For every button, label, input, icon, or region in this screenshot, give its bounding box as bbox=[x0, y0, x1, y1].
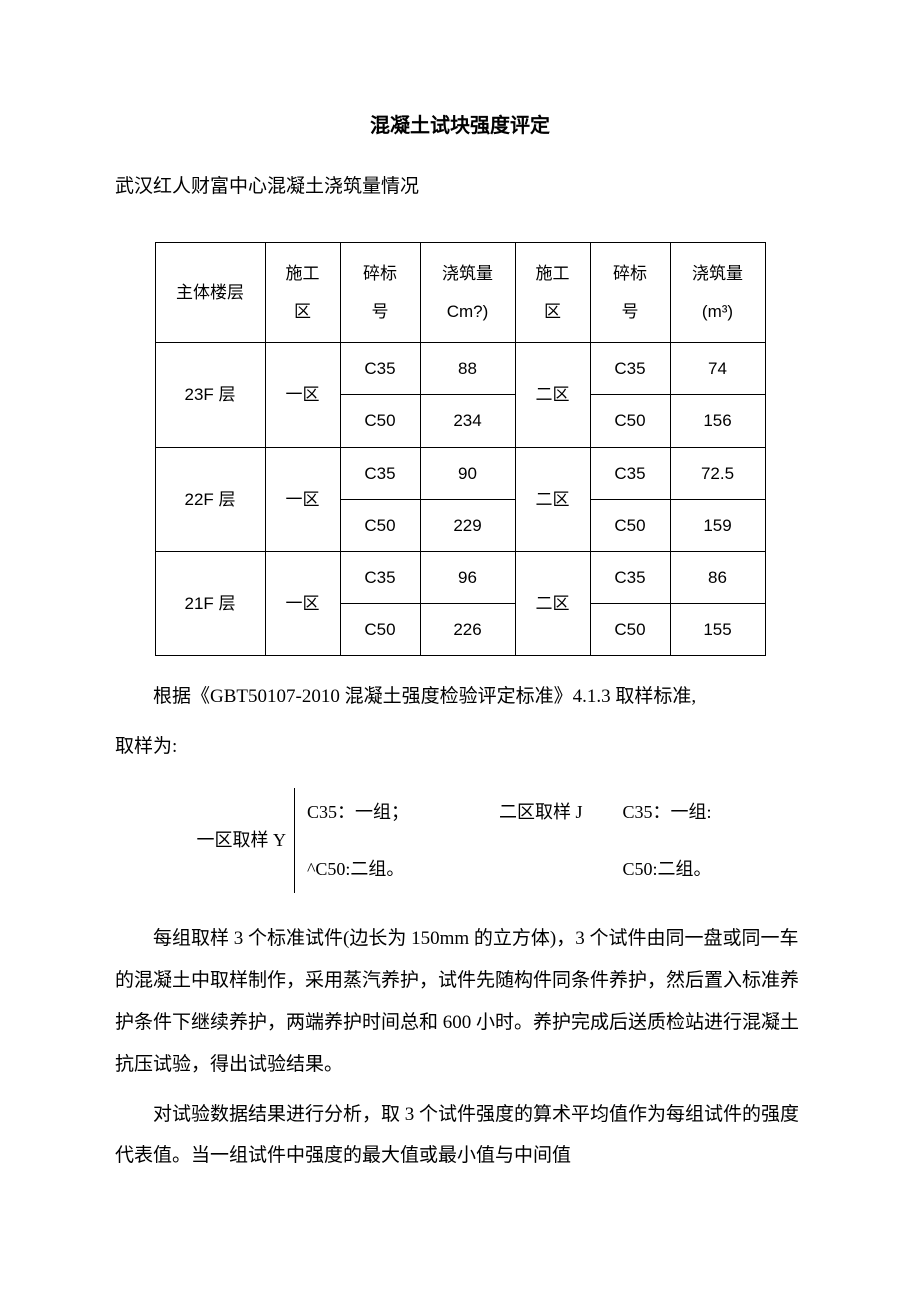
document-title: 混凝土试块强度评定 bbox=[115, 110, 805, 142]
sampling-c50-z2: C50:二组。 bbox=[623, 855, 712, 884]
cell-value: 229 bbox=[420, 499, 515, 551]
cell-value: 159 bbox=[670, 499, 765, 551]
cell-value: 156 bbox=[670, 395, 765, 447]
cell-value: 90 bbox=[420, 447, 515, 499]
sampling-zone2-label: 二区取样 J bbox=[409, 798, 623, 827]
col-zone1: 施工区 bbox=[265, 243, 340, 343]
cell-grade: C50 bbox=[590, 604, 670, 656]
hdr-text: 碎标 bbox=[613, 264, 647, 283]
hdr-text: 碎标 bbox=[363, 264, 397, 283]
cell-zone: 二区 bbox=[515, 343, 590, 447]
sampling-c35-z1: C35：一组； bbox=[307, 798, 409, 827]
cell-grade: C35 bbox=[590, 447, 670, 499]
cell-value: 88 bbox=[420, 343, 515, 395]
hdr-text: Cm?) bbox=[447, 302, 489, 321]
cell-grade: C35 bbox=[340, 343, 420, 395]
cell-grade: C35 bbox=[590, 343, 670, 395]
cell-value: 234 bbox=[420, 395, 515, 447]
body-paragraph-2: 对试验数据结果进行分析，取 3 个试件强度的算术平均值作为每组试件的强度代表值。… bbox=[115, 1094, 805, 1178]
after-table-p2: 取样为: bbox=[115, 726, 805, 768]
cell-grade: C35 bbox=[590, 551, 670, 603]
cell-value: 226 bbox=[420, 604, 515, 656]
cell-floor: 23F 层 bbox=[155, 343, 265, 447]
cell-grade: C50 bbox=[340, 604, 420, 656]
cell-grade: C50 bbox=[590, 499, 670, 551]
col-vol1: 浇筑量 Cm?) bbox=[420, 243, 515, 343]
sampling-c50-z1: ^C50:二组。 bbox=[307, 855, 404, 884]
col-zone2: 施工区 bbox=[515, 243, 590, 343]
hdr-text: 号 bbox=[372, 302, 389, 321]
col-floor: 主体楼层 bbox=[155, 243, 265, 343]
sampling-row: ^C50:二组。 C50:二组。 bbox=[307, 855, 712, 884]
hdr-text: (m³) bbox=[702, 302, 733, 321]
cell-floor: 22F 层 bbox=[155, 447, 265, 551]
col-grade1: 碎标号 bbox=[340, 243, 420, 343]
hdr-text: 浇筑量 bbox=[692, 264, 743, 283]
cell-zone: 二区 bbox=[515, 551, 590, 655]
body-paragraph-1: 每组取样 3 个标准试件(边长为 150mm 的立方体)，3 个试件由同一盘或同… bbox=[115, 918, 805, 1085]
col-grade2: 碎标号 bbox=[590, 243, 670, 343]
hdr-text: 号 bbox=[622, 302, 639, 321]
cell-floor: 21F 层 bbox=[155, 551, 265, 655]
table-header-row: 主体楼层 施工区 碎标号 浇筑量 Cm?) 施工区 碎标号 浇筑量 (m³) bbox=[155, 243, 765, 343]
col-vol2: 浇筑量 (m³) bbox=[670, 243, 765, 343]
cell-grade: C35 bbox=[340, 551, 420, 603]
sampling-row: C35：一组； 二区取样 J C35：一组: bbox=[307, 798, 712, 827]
table-row: 23F 层 一区 C35 88 二区 C35 74 bbox=[155, 343, 765, 395]
cell-grade: C50 bbox=[340, 395, 420, 447]
table-row: 22F 层 一区 C35 90 二区 C35 72.5 bbox=[155, 447, 765, 499]
hdr-text: 区 bbox=[544, 302, 561, 321]
cell-value: 96 bbox=[420, 551, 515, 603]
sampling-zone1-label: 一区取样 Y bbox=[196, 826, 294, 855]
cell-value: 86 bbox=[670, 551, 765, 603]
sampling-c35-z2: C35：一组: bbox=[623, 798, 712, 827]
bracket-icon: C35：一组； 二区取样 J C35：一组: ^C50:二组。 C50:二组。 bbox=[294, 788, 724, 894]
pouring-volume-table: 主体楼层 施工区 碎标号 浇筑量 Cm?) 施工区 碎标号 浇筑量 (m³) 23F… bbox=[155, 242, 766, 656]
cell-grade: C50 bbox=[340, 499, 420, 551]
cell-grade: C35 bbox=[340, 447, 420, 499]
cell-value: 72.5 bbox=[670, 447, 765, 499]
hdr-text: 浇筑量 bbox=[442, 264, 493, 283]
cell-grade: C50 bbox=[590, 395, 670, 447]
cell-zone: 一区 bbox=[265, 343, 340, 447]
document-subtitle: 武汉红人财富中心混凝土浇筑量情况 bbox=[115, 172, 805, 202]
hdr-text: 施工 bbox=[286, 264, 320, 283]
hdr-text: 施工 bbox=[536, 264, 570, 283]
cell-zone: 一区 bbox=[265, 551, 340, 655]
after-table-p1: 根据《GBT50107-2010 混凝土强度检验评定标准》4.1.3 取样标准, bbox=[115, 676, 805, 718]
sampling-layout: 一区取样 Y C35：一组； 二区取样 J C35：一组: ^C50:二组。 C… bbox=[115, 788, 805, 894]
cell-value: 155 bbox=[670, 604, 765, 656]
hdr-text: 区 bbox=[294, 302, 311, 321]
table-row: 21F 层 一区 C35 96 二区 C35 86 bbox=[155, 551, 765, 603]
cell-value: 74 bbox=[670, 343, 765, 395]
cell-zone: 一区 bbox=[265, 447, 340, 551]
cell-zone: 二区 bbox=[515, 447, 590, 551]
